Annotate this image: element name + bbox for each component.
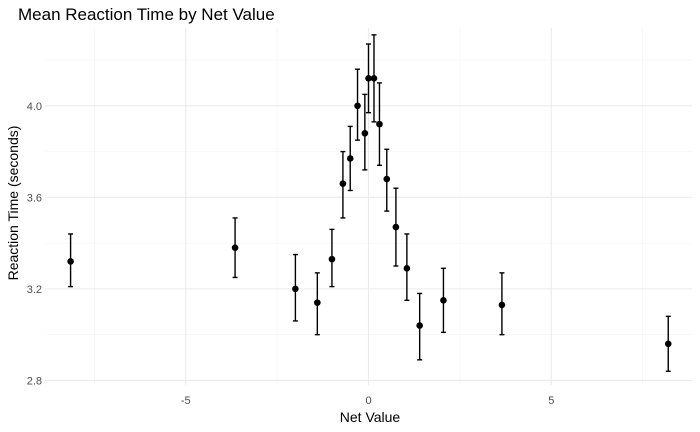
chart-title: Mean Reaction Time by Net Value	[18, 5, 275, 24]
error-bars	[68, 34, 671, 372]
data-point	[231, 244, 239, 251]
data-point	[365, 75, 372, 82]
x-tick-label: 0	[365, 395, 371, 407]
data-point	[403, 264, 411, 272]
data-point	[392, 223, 400, 231]
data-points	[67, 75, 672, 348]
y-tick-label: 4.0	[27, 101, 42, 113]
x-axis-ticks: -5 0 5	[181, 395, 554, 407]
y-tick-label: 3.2	[27, 284, 42, 296]
data-point	[314, 299, 321, 306]
y-axis-ticks: 2.8 3.2 3.6 4.0	[27, 101, 42, 388]
data-point	[328, 255, 336, 263]
data-point	[292, 285, 299, 293]
data-point	[354, 102, 361, 110]
x-tick-label: 5	[548, 395, 554, 407]
data-point	[416, 322, 423, 329]
y-tick-label: 3.6	[27, 192, 42, 204]
data-point	[498, 301, 506, 309]
data-point	[361, 129, 369, 137]
x-tick-label: -5	[181, 395, 191, 407]
y-axis-title: Reaction Time (seconds)	[5, 126, 21, 281]
data-point	[370, 75, 378, 82]
grid-lines	[45, 28, 692, 385]
data-point	[440, 297, 447, 304]
data-point	[664, 340, 672, 348]
data-point	[346, 155, 354, 162]
data-point	[339, 180, 347, 187]
data-point	[376, 120, 383, 128]
y-tick-label: 2.8	[27, 375, 42, 387]
data-point	[383, 175, 391, 183]
data-point	[67, 258, 74, 265]
x-axis-title: Net Value	[340, 409, 401, 425]
